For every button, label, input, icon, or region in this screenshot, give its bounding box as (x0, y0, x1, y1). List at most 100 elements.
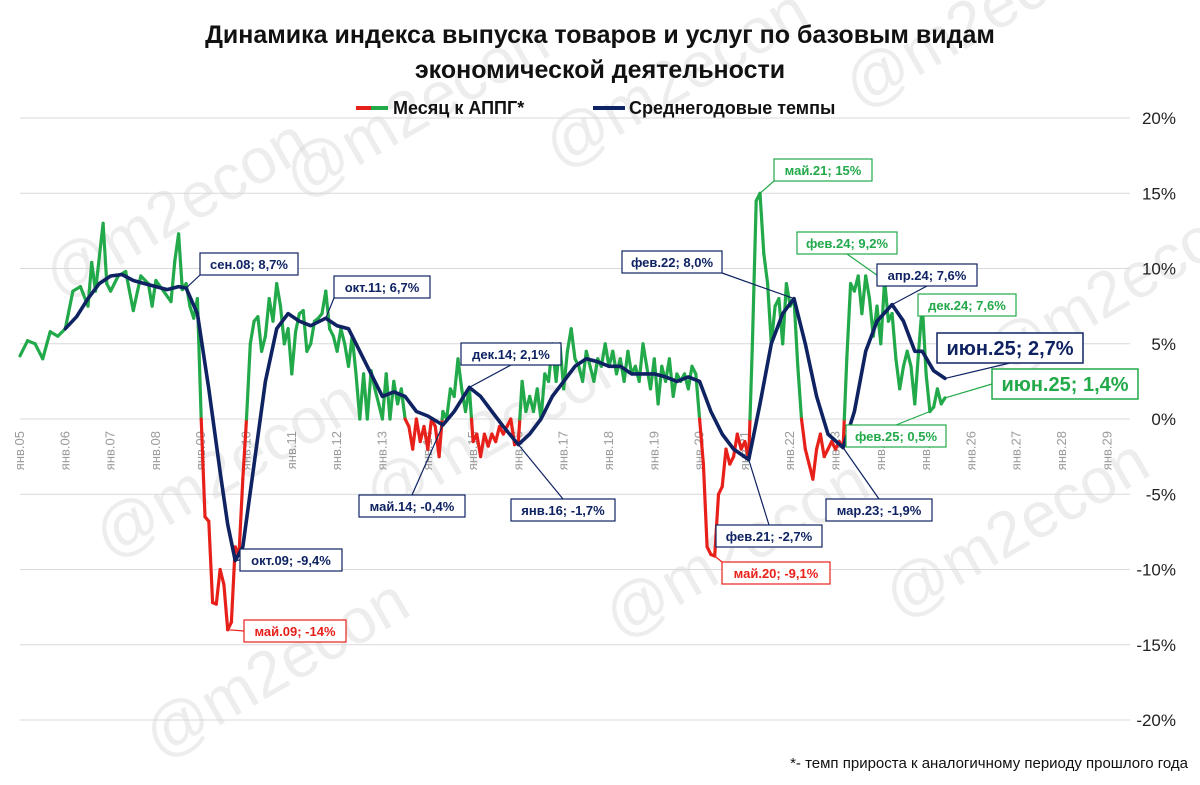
monthly-segment-194 (799, 417, 807, 451)
annotation-label: янв.16; -1,7% (521, 503, 605, 518)
monthly-segment-197 (811, 447, 819, 481)
annotation-box (358, 494, 466, 518)
x-tick-label: янв.07 (103, 431, 118, 470)
y-tick-label: -5% (1146, 485, 1176, 504)
x-tick-label: янв.06 (57, 431, 72, 470)
annotation-label: сен.08; 8,7% (210, 257, 288, 272)
y-tick-label: -20% (1136, 711, 1176, 730)
monthly-segment-103 (467, 385, 474, 421)
annotation-box (876, 263, 978, 287)
x-tick-label: янв.17 (556, 431, 571, 470)
monthly-segment-181 (750, 199, 758, 346)
monthly-segment-36 (218, 567, 226, 587)
y-tick-label: 0% (1151, 410, 1176, 429)
monthly-segment-172 (720, 447, 728, 489)
monthly-segment-97 (445, 387, 452, 421)
annotation-box (460, 342, 562, 366)
monthly-segment-33 (207, 519, 215, 605)
annotation-box (917, 293, 1017, 317)
monthly-segment-184 (762, 251, 770, 286)
annotation-label: окт.11; 6,7% (345, 280, 420, 295)
legend-label-average: Среднегодовые темпы (629, 98, 835, 118)
legend-item-average: Среднегодовые темпы (593, 98, 835, 118)
monthly-segment-31 (199, 417, 207, 519)
legend: Месяц к АППГ* Среднегодовые темпы (356, 98, 835, 118)
y-tick-label: 20% (1142, 109, 1176, 128)
monthly-segment-44 (248, 319, 256, 346)
monthly-segment-71 (350, 334, 358, 376)
annotation-leader (842, 447, 880, 500)
x-tick-label: янв.22 (782, 431, 797, 470)
annotations: сен.08; 8,7% окт.09; -9,4% май.09; -14% окт… (185, 158, 1139, 643)
x-tick-label: янв.08 (148, 431, 163, 470)
annotation-leader (469, 364, 512, 388)
monthly-segment-199 (818, 432, 826, 459)
annotation-box (936, 332, 1084, 364)
monthly-segment-135 (580, 349, 588, 383)
monthly-segment-68 (339, 327, 347, 346)
x-tick-label: янв.28 (1054, 431, 1069, 470)
monthly-segment-223 (905, 349, 913, 368)
monthly-segment-221 (898, 364, 906, 391)
monthly-segment-107 (479, 432, 486, 459)
annotation-box (510, 498, 616, 522)
monthly-segment-23 (169, 259, 177, 304)
monthly-segment-176 (735, 432, 743, 451)
monthly-segment-232 (939, 396, 947, 406)
monthly-segment-6 (63, 289, 75, 331)
monthly-segment-14 (108, 274, 120, 293)
monthly-segment-11 (93, 221, 105, 293)
monthly-segment-231 (935, 387, 943, 406)
monthly-segment-119 (520, 379, 528, 414)
monthly-segment-77 (373, 387, 381, 406)
monthly-segment-43 (244, 342, 252, 421)
annotation-label: мар.23; -1,9% (837, 503, 922, 518)
monthly-segment-81 (388, 379, 396, 421)
x-tick-label: янв.11 (284, 431, 299, 469)
annotation-leader (517, 444, 564, 500)
monthly-segment-41 (237, 477, 245, 557)
series-average (63, 272, 947, 563)
monthly-segment-151 (641, 342, 649, 368)
monthly-segment-216 (879, 278, 887, 346)
monthly-segment-155 (656, 364, 664, 406)
annotation-leader (227, 629, 245, 632)
annotation-leader (759, 180, 775, 194)
chart-title-line-1: Динамика индекса выпуска товаров и услуг… (205, 21, 995, 49)
monthly-segment-51 (275, 282, 283, 308)
legend-label-monthly: Месяц к АППГ* (393, 98, 524, 118)
annotation-label: фев.24; 9,2% (806, 236, 889, 251)
monthly-segment-219 (890, 312, 898, 361)
annotation-label: фев.22; 8,0% (631, 255, 714, 270)
x-tick-label: янв.18 (601, 431, 616, 470)
annotation-leader (721, 272, 795, 300)
monthly-segment-185 (765, 282, 773, 346)
monthly-segment-3 (41, 330, 52, 361)
monthly-segment-212 (864, 274, 872, 301)
monthly-segment-228 (924, 372, 932, 414)
y-tick-label: 10% (1142, 260, 1176, 279)
monthly-segment-206 (842, 357, 849, 421)
annotation-box (825, 498, 933, 522)
annotation-box (721, 561, 831, 585)
annotation-leader (944, 362, 1011, 379)
monthly-segment-104 (469, 417, 475, 444)
footnote: *- темп прироста к аналогичному периоду … (790, 755, 1189, 772)
legend-item-monthly: Месяц к АППГ* (356, 98, 524, 118)
y-axis-ticks: 20% 15% 10% 5% 0% -5% -10% -15% -20% (1136, 109, 1176, 730)
monthly-segment-183 (758, 191, 766, 256)
annotation-box (991, 368, 1139, 400)
annotation-label: май.09; -14% (254, 624, 335, 639)
annotation-box (239, 548, 343, 572)
monthly-segment-217 (882, 278, 891, 323)
x-tick-label: янв.13 (374, 431, 389, 470)
monthly-segment-46 (256, 315, 264, 353)
annotation-box (333, 275, 431, 299)
x-tick-label: янв.29 (1099, 431, 1114, 470)
x-tick-label: янв.05 (12, 431, 27, 470)
monthly-segment-12 (101, 221, 109, 286)
monthly-segment-166 (697, 417, 706, 466)
monthly-segment-173 (724, 447, 732, 466)
monthly-segment-18 (139, 274, 150, 286)
